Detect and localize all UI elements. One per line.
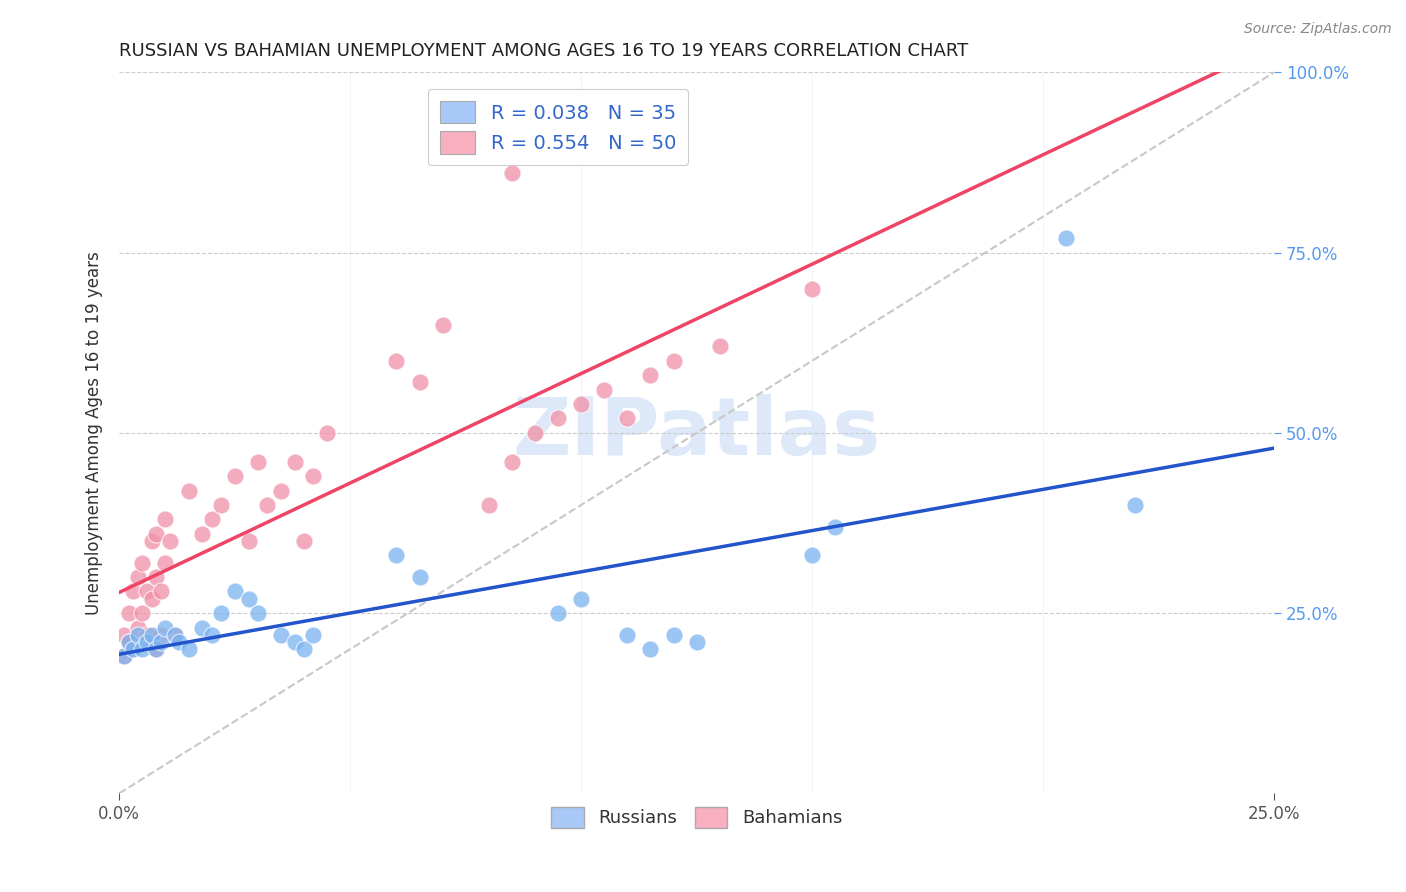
Point: [1054, 231, 1077, 245]
Point: [155, 621, 177, 635]
Point: [801, 282, 824, 296]
Point: [270, 628, 292, 642]
Point: [1125, 498, 1147, 512]
Point: [640, 368, 662, 383]
Point: [136, 635, 159, 649]
Point: [136, 584, 159, 599]
Point: [292, 642, 315, 657]
Point: [246, 606, 269, 620]
Point: [501, 166, 523, 180]
Point: [155, 512, 177, 526]
Point: [163, 628, 186, 642]
Point: [149, 635, 172, 649]
Point: [112, 628, 135, 642]
Point: [177, 642, 200, 657]
Text: RUSSIAN VS BAHAMIAN UNEMPLOYMENT AMONG AGES 16 TO 19 YEARS CORRELATION CHART: RUSSIAN VS BAHAMIAN UNEMPLOYMENT AMONG A…: [120, 42, 969, 60]
Point: [284, 455, 307, 469]
Point: [569, 591, 592, 606]
Point: [122, 584, 145, 599]
Point: [302, 628, 325, 642]
Point: [112, 649, 135, 664]
Point: [685, 635, 707, 649]
Point: [640, 642, 662, 657]
Point: [201, 512, 224, 526]
Point: [122, 642, 145, 657]
Point: [569, 397, 592, 411]
Point: [141, 591, 163, 606]
Point: [145, 642, 167, 657]
Point: [117, 606, 139, 620]
Point: [523, 425, 546, 440]
Text: ZIPatlas: ZIPatlas: [513, 394, 880, 472]
Point: [662, 628, 685, 642]
Point: [270, 483, 292, 498]
Point: [501, 455, 523, 469]
Point: [191, 526, 214, 541]
Point: [159, 534, 181, 549]
Text: Source: ZipAtlas.com: Source: ZipAtlas.com: [1244, 22, 1392, 37]
Point: [478, 498, 501, 512]
Point: [547, 411, 569, 425]
Point: [145, 642, 167, 657]
Point: [238, 591, 260, 606]
Point: [136, 628, 159, 642]
Point: [408, 570, 430, 584]
Point: [616, 411, 638, 425]
Point: [292, 534, 315, 549]
Point: [616, 628, 638, 642]
Point: [127, 628, 149, 642]
Y-axis label: Unemployment Among Ages 16 to 19 years: Unemployment Among Ages 16 to 19 years: [86, 251, 103, 615]
Point: [149, 628, 172, 642]
Point: [824, 519, 846, 533]
Point: [131, 556, 153, 570]
Point: [256, 498, 278, 512]
Point: [302, 469, 325, 483]
Point: [224, 584, 246, 599]
Point: [593, 383, 616, 397]
Point: [145, 570, 167, 584]
Point: [141, 534, 163, 549]
Point: [385, 353, 408, 368]
Legend: Russians, Bahamians: Russians, Bahamians: [544, 799, 849, 835]
Point: [117, 635, 139, 649]
Point: [169, 635, 191, 649]
Point: [141, 628, 163, 642]
Point: [238, 534, 260, 549]
Point: [662, 353, 685, 368]
Point: [117, 635, 139, 649]
Point: [149, 584, 172, 599]
Point: [284, 635, 307, 649]
Point: [191, 621, 214, 635]
Point: [547, 606, 569, 620]
Point: [122, 642, 145, 657]
Point: [127, 570, 149, 584]
Point: [246, 455, 269, 469]
Point: [209, 498, 232, 512]
Point: [201, 628, 224, 642]
Point: [131, 606, 153, 620]
Point: [177, 483, 200, 498]
Point: [709, 339, 731, 353]
Point: [163, 628, 186, 642]
Point: [385, 549, 408, 563]
Point: [801, 549, 824, 563]
Point: [145, 526, 167, 541]
Point: [224, 469, 246, 483]
Point: [408, 376, 430, 390]
Point: [127, 621, 149, 635]
Point: [112, 649, 135, 664]
Point: [155, 556, 177, 570]
Point: [316, 425, 339, 440]
Point: [209, 606, 232, 620]
Point: [432, 318, 454, 332]
Point: [131, 642, 153, 657]
